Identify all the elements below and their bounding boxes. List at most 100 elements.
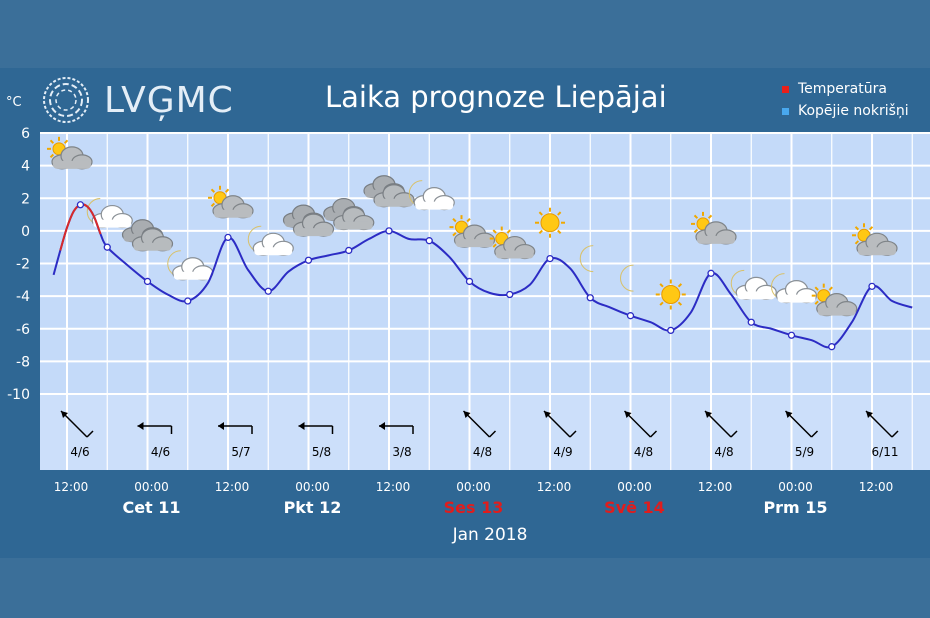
temperature-point (546, 254, 554, 263)
x-tick-label: 12:00 (537, 480, 572, 494)
temperature-point (465, 277, 474, 286)
day-label: Pkt 12 (284, 498, 342, 517)
wind-arrow-head (137, 422, 144, 430)
wind-arrow-head (61, 411, 68, 418)
y-tick-label: -10 (7, 387, 30, 403)
legend: Temperatūra Kopējie nokrišņi (782, 78, 930, 122)
day-label: Svē 14 (604, 498, 665, 517)
wind-label: 5/9 (795, 445, 814, 459)
partly-cloudy-icon (691, 211, 737, 245)
top-margin (0, 0, 930, 68)
y-tick-label: -8 (16, 354, 30, 370)
cloud-icon (282, 204, 335, 237)
day-label: Prm 15 (763, 498, 827, 517)
wind-arrow-head (624, 411, 632, 418)
legend-item-temperature[interactable]: Temperatūra (782, 78, 930, 100)
wind-arrow-head (785, 411, 793, 418)
wind-label: 3/8 (392, 445, 411, 459)
moon-icon (579, 245, 594, 273)
night-cloudy-icon (408, 180, 455, 211)
y-tick-label: 0 (21, 224, 30, 240)
partly-cloudy-icon (489, 226, 536, 260)
partly-cloudy-icon (449, 215, 496, 248)
wind-arrow-head (298, 422, 305, 430)
wind-arrow-head (705, 411, 712, 418)
wind-arrow-barb (730, 430, 738, 438)
partly-cloudy-icon (47, 136, 93, 170)
wind-label: 4/9 (553, 445, 572, 459)
legend-item-precipitation[interactable]: Kopējie nokrišņi (782, 100, 930, 122)
night-cloudy-icon (247, 225, 294, 256)
y-tick-label: 2 (21, 191, 30, 207)
moon-icon (620, 264, 634, 292)
temperature-point (184, 297, 192, 305)
temperature-point (345, 246, 353, 255)
x-tick-label: 00:00 (456, 480, 491, 494)
wind-label: 4/8 (473, 445, 492, 459)
x-tick-label: 00:00 (617, 480, 652, 494)
x-tick-label: 12:00 (698, 480, 733, 494)
month-label: Jan 2018 (452, 525, 528, 545)
cloud-icon (121, 219, 174, 252)
x-tick-label: 12:00 (54, 480, 89, 494)
temperature-point (828, 343, 836, 351)
temperature-point (264, 287, 272, 295)
x-tick-label: 00:00 (778, 480, 813, 494)
night-cloudy-icon (167, 250, 214, 281)
wind-row: 4/6 4/6 5/7 5/8 3/8 4/8 4/9 4/8 4/8 5/9 6/11 (60, 410, 899, 459)
wind-label: 4/6 (70, 445, 89, 459)
temperature-point (425, 237, 433, 245)
legend-swatch-temperature (782, 85, 789, 93)
day-label: Ses 13 (444, 498, 504, 517)
wind-arrow-barb (488, 430, 497, 438)
x-tick-label: 12:00 (215, 480, 250, 494)
temperature-point (586, 294, 594, 302)
temperature-point (747, 318, 755, 326)
temperature-point (787, 331, 796, 339)
wind-arrow-barb (649, 430, 658, 438)
y-tick-label: -4 (16, 289, 30, 305)
wind-arrow-barb (86, 430, 94, 438)
temperature-point (667, 326, 675, 335)
y-tick-label: -6 (16, 322, 30, 338)
temperature-point (707, 269, 715, 277)
legend-swatch-precipitation (782, 107, 789, 115)
wind-arrow-barb (891, 430, 899, 438)
x-tick-label: 00:00 (295, 480, 330, 494)
wind-label: 4/8 (714, 445, 733, 459)
sun-icon (535, 207, 565, 238)
partly-cloudy-icon (811, 283, 858, 317)
night-cloudy-icon (771, 273, 818, 304)
temperature-point (103, 243, 111, 251)
y-axis-unit: °C (6, 95, 22, 110)
wind-arrow-barb (569, 430, 577, 438)
night-cloudy-icon (86, 198, 133, 229)
bottom-margin (0, 558, 930, 618)
partly-cloudy-icon (208, 185, 254, 219)
temperature-point (224, 233, 232, 242)
wind-label: 6/11 (872, 445, 899, 459)
y-tick-label: 4 (21, 159, 30, 175)
wind-label: 5/7 (231, 445, 250, 459)
wind-label: 4/6 (151, 445, 170, 459)
partly-cloudy-icon (852, 223, 898, 256)
wind-arrow-head (463, 411, 471, 418)
wind-label: 5/8 (312, 445, 331, 459)
x-tick-label: 00:00 (134, 480, 169, 494)
temperature-point (385, 227, 393, 235)
x-tick-label: 12:00 (376, 480, 411, 494)
temperature-point (304, 256, 313, 264)
wind-arrow-barb (810, 430, 819, 438)
wind-arrow-head (218, 422, 224, 430)
cloud-icon (323, 197, 375, 231)
logo-swirl-icon (43, 77, 89, 123)
legend-label-temperature: Temperatūra (798, 81, 887, 97)
y-tick-label: 6 (21, 126, 30, 142)
wind-label: 4/8 (634, 445, 653, 459)
day-label: Cet 11 (122, 498, 180, 517)
temperature-point (76, 201, 85, 209)
wind-arrow-head (544, 411, 551, 418)
x-tick-label: 12:00 (859, 480, 894, 494)
